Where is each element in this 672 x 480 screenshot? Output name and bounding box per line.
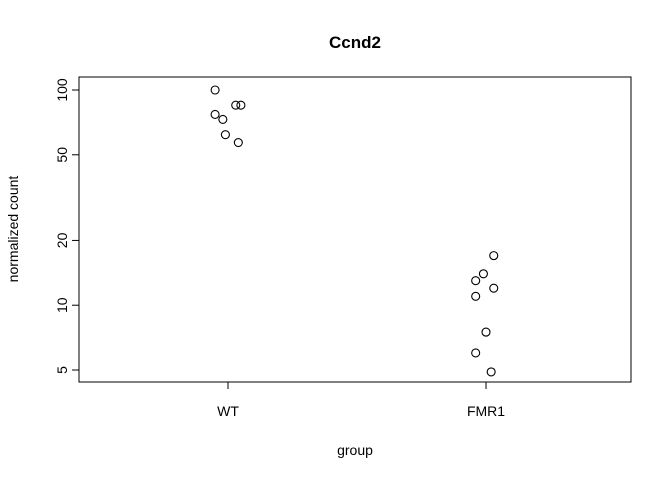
data-point — [481, 327, 491, 337]
data-point — [220, 130, 230, 140]
data-point — [233, 137, 243, 148]
data-point — [471, 291, 481, 301]
data-points — [210, 85, 499, 377]
y-tick-label: 100 — [54, 78, 70, 102]
x-tick-label: WT — [217, 403, 239, 419]
y-tick-label: 5 — [54, 366, 70, 374]
data-point — [489, 283, 499, 293]
y-axis: 5 10 20 50 100 — [54, 78, 80, 374]
data-point — [236, 100, 246, 110]
y-tick-label: 50 — [54, 147, 70, 163]
data-point — [231, 100, 241, 110]
y-axis-label: normalized count — [5, 176, 21, 283]
y-tick-label: 20 — [54, 232, 70, 248]
x-axis-label: group — [337, 442, 373, 458]
data-point — [210, 85, 220, 95]
data-point — [489, 251, 499, 261]
data-point — [471, 348, 481, 358]
y-tick-label: 10 — [54, 297, 70, 313]
data-point — [478, 269, 488, 279]
x-axis: WT FMR1 — [217, 381, 505, 419]
x-tick-label: FMR1 — [467, 403, 505, 419]
plot-frame — [78, 76, 632, 383]
chart-title: Ccnd2 — [329, 33, 381, 52]
data-point — [471, 276, 481, 286]
data-point — [218, 114, 228, 124]
data-point — [210, 109, 220, 119]
data-point — [486, 367, 496, 377]
